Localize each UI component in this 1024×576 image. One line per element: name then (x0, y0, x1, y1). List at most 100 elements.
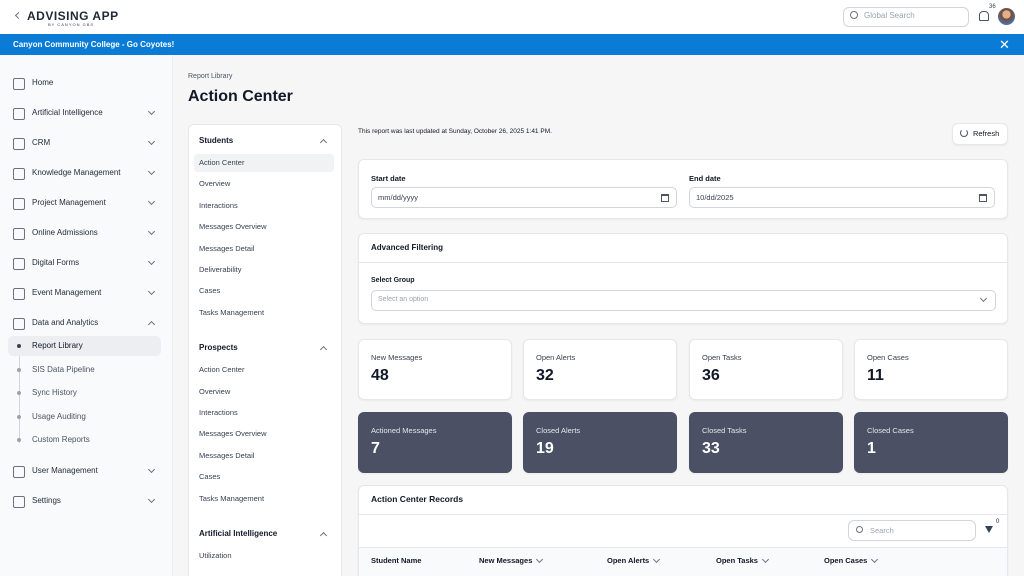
divider (359, 514, 1007, 515)
global-search[interactable] (843, 7, 969, 27)
logo-sub: BY CANYON GBS (48, 22, 95, 27)
nav-icon (13, 78, 25, 90)
report-link[interactable]: Cases (199, 472, 221, 482)
stat-label: Closed Tasks (702, 426, 747, 435)
date-input[interactable] (371, 187, 677, 208)
calendar-icon (979, 194, 987, 202)
report-link[interactable]: Messages Detail (199, 450, 255, 460)
notification-count: 36 (989, 4, 996, 10)
updated-text: This report was last updated at Sunday, … (358, 128, 552, 135)
avatar[interactable] (998, 8, 1015, 25)
stat-value: 36 (702, 367, 720, 384)
page-title: Action Center (188, 88, 293, 105)
breadcrumb[interactable]: Report Library (188, 73, 233, 80)
column-header[interactable]: Student Name (371, 556, 422, 565)
refresh-icon (960, 129, 968, 137)
report-link[interactable]: Action Center (199, 365, 245, 375)
nav-icon (13, 138, 25, 150)
stat-card (689, 412, 843, 473)
stat-card (854, 412, 1008, 473)
nav-icon (13, 228, 25, 240)
nav-subitem[interactable]: Custom Reports (32, 435, 90, 444)
search-icon (856, 526, 863, 533)
banner-close[interactable]: ✕ (999, 37, 1010, 52)
nav-item[interactable]: CRM (32, 138, 51, 147)
report-link[interactable]: Deliverability (199, 265, 242, 274)
column-header[interactable]: New Messages (479, 556, 533, 565)
stat-card (523, 339, 677, 400)
nav-item[interactable]: Online Admissions (32, 228, 98, 237)
filter-icon[interactable] (985, 526, 993, 533)
report-link[interactable]: Cases (199, 286, 221, 296)
nav-icon (13, 258, 25, 270)
select-input[interactable] (371, 290, 996, 311)
stat-label: Open Tasks (702, 353, 742, 362)
column-header[interactable]: Open Alerts (607, 556, 650, 565)
date-input[interactable] (689, 187, 995, 208)
date-label: Start date (371, 174, 406, 183)
date-value: mm/dd/yyyy (378, 193, 419, 202)
nav-icon (13, 318, 25, 330)
nav-item[interactable]: Event Management (32, 288, 102, 297)
stat-label: Actioned Messages (371, 426, 437, 435)
stat-card (689, 339, 843, 400)
nav-icon (13, 168, 25, 180)
column-header[interactable]: Open Tasks (716, 556, 758, 565)
report-link[interactable]: Interactions (199, 200, 238, 210)
filter-title: Advanced Filtering (371, 243, 444, 252)
stat-value: 32 (536, 367, 554, 384)
stat-card (523, 412, 677, 473)
stat-value: 1 (867, 440, 876, 457)
nav-subitem[interactable]: Report Library (32, 341, 83, 350)
table-header (359, 547, 1007, 576)
report-link[interactable]: Interactions (199, 408, 238, 417)
nav-icon (13, 198, 25, 210)
nav-item[interactable]: Knowledge Management (32, 168, 121, 177)
nav-group: Prospects (199, 343, 238, 353)
nav-group: Students (199, 136, 234, 145)
search-icon (850, 11, 858, 19)
report-link[interactable]: Utilization (199, 551, 232, 560)
date-label: End date (689, 174, 721, 183)
stat-label: New Messages (371, 353, 423, 362)
banner (0, 34, 1024, 55)
report-link[interactable]: Tasks Management (199, 493, 265, 503)
nav-item[interactable]: Digital Forms (32, 258, 80, 267)
nav-dot (17, 438, 21, 442)
nav-item[interactable]: Data and Analytics (32, 318, 99, 327)
records-search[interactable] (848, 520, 976, 541)
stat-card (854, 339, 1008, 400)
nav-subitem[interactable]: Usage Auditing (32, 411, 86, 421)
column-header[interactable]: Open Cases (824, 556, 868, 565)
report-link[interactable]: Messages Overview (199, 222, 267, 232)
stat-value: 48 (371, 367, 389, 384)
nav-item[interactable]: User Management (32, 465, 98, 475)
report-link[interactable]: Messages Overview (199, 429, 267, 439)
nav-dot (17, 414, 21, 419)
divider (359, 262, 1007, 263)
nav-item[interactable]: Settings (32, 495, 61, 505)
report-link[interactable]: Action Center (199, 158, 245, 167)
stat-label: Open Cases (867, 353, 909, 362)
nav-item[interactable]: Artificial Intelligence (32, 108, 103, 117)
banner-text: Canyon Community College - Go Coyotes! (13, 40, 175, 49)
refresh-label: Refresh (973, 129, 1000, 138)
filter-count: 0 (996, 519, 1000, 525)
date-value: 10/dd/2025 (696, 193, 734, 202)
nav-item[interactable]: Home (32, 78, 54, 87)
records-search-placeholder: Search (870, 526, 894, 535)
nav-dot (17, 344, 21, 348)
nav-item[interactable]: Project Management (32, 198, 106, 207)
refresh-button[interactable] (952, 123, 1008, 145)
search-placeholder: Global Search (864, 11, 915, 20)
nav-subitem[interactable]: SIS Data Pipeline (32, 364, 95, 374)
report-link[interactable]: Messages Detail (199, 243, 255, 253)
report-link[interactable]: Overview (199, 386, 231, 396)
report-link[interactable]: Tasks Management (199, 307, 265, 317)
nav-subitem[interactable]: Sync History (32, 388, 77, 397)
bell-icon[interactable] (979, 11, 989, 21)
nav-dot (17, 391, 21, 395)
report-link[interactable]: Overview (199, 179, 231, 189)
stat-value: 19 (536, 440, 554, 457)
